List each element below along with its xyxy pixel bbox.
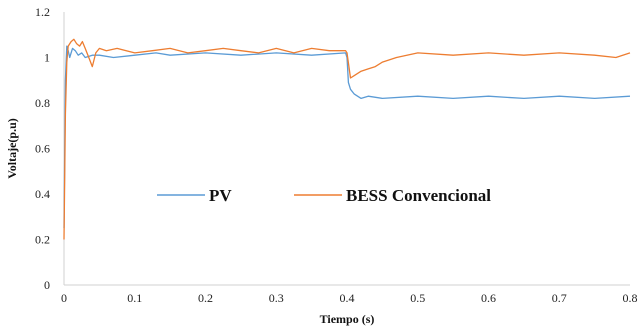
x-tick-label: 0.6 <box>481 291 496 305</box>
x-tick-label: 0.7 <box>552 291 567 305</box>
legend: PV BESS Convencional <box>157 186 491 205</box>
x-tick-label: 0.5 <box>410 291 425 305</box>
y-tick-label: 1.2 <box>35 5 50 19</box>
y-tick-label: 0.4 <box>35 187 50 201</box>
x-axis-title: Tiempo (s) <box>320 312 375 326</box>
x-tick-label: 0.3 <box>269 291 284 305</box>
x-tick-label: 0.1 <box>127 291 142 305</box>
legend-label-bess-convencional: BESS Convencional <box>346 186 491 205</box>
y-axis-title: Voltaje(p.u) <box>5 118 19 179</box>
y-tick-label: 0.8 <box>35 96 50 110</box>
series-line-bess-convencional <box>63 38 631 240</box>
x-tick-label: 0.2 <box>198 291 213 305</box>
legend-label-pv: PV <box>209 186 232 205</box>
y-tick-label: 0.6 <box>35 142 50 156</box>
x-tick-label: 0 <box>61 291 67 305</box>
y-tick-label: 0.2 <box>35 233 50 247</box>
x-tick-label: 0.4 <box>340 291 355 305</box>
y-tick-label: 1 <box>44 51 50 65</box>
y-axis-ticks: 0 0.2 0.4 0.6 0.8 1 1.2 <box>35 5 50 292</box>
y-tick-label: 0 <box>44 278 50 292</box>
series-line-pv <box>63 45 631 229</box>
series-layer <box>63 38 631 240</box>
x-tick-label: 0.8 <box>623 291 638 305</box>
x-axis-ticks: 0 0.1 0.2 0.3 0.4 0.5 0.6 0.7 0.8 <box>61 291 638 305</box>
